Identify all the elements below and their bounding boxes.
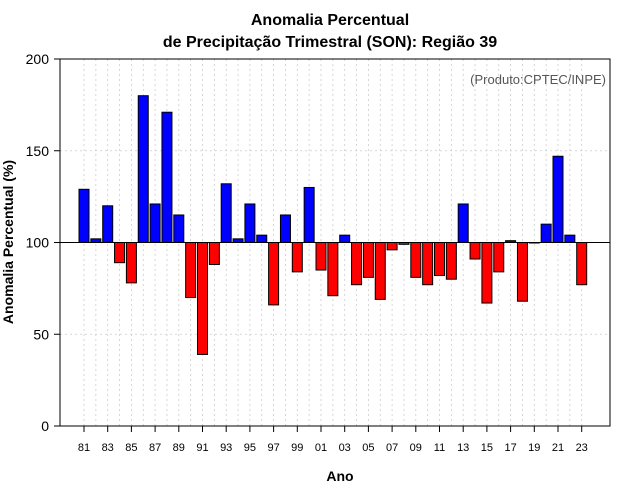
bar-2022 [564, 234, 576, 244]
bar-2018 [516, 242, 528, 302]
chart-title-line1: Anomalia Percentual [251, 12, 409, 29]
bar-1987 [149, 203, 161, 243]
grid [60, 58, 610, 427]
y-axis-label: Anomalia Percentual (%) [0, 160, 16, 324]
bar-1992 [208, 242, 220, 266]
bar-2009 [410, 242, 422, 278]
bar-2014 [469, 242, 481, 260]
x-tick-label: 95 [244, 442, 256, 454]
x-tick-label: 11 [434, 442, 445, 454]
bar-1982 [90, 238, 102, 244]
bar-2011 [434, 242, 445, 277]
bar-1997 [268, 242, 280, 306]
x-tick-label: 03 [339, 442, 351, 454]
y-tick-label: 150 [26, 143, 50, 159]
x-tick-label: 13 [457, 442, 469, 454]
bar-2001 [315, 242, 327, 271]
bar-1989 [173, 214, 185, 244]
x-tick-label: 21 [552, 442, 564, 454]
bar-2015 [481, 242, 493, 304]
bar-2007 [386, 242, 398, 251]
y-tick-label: 0 [41, 418, 49, 434]
x-tick-label: 81 [78, 442, 90, 454]
x-tick-label: 97 [267, 442, 279, 454]
bar-1981 [78, 188, 90, 244]
x-tick-label: 99 [291, 442, 303, 454]
bar-1988 [161, 111, 173, 243]
x-tick-label: 93 [220, 442, 232, 454]
x-tick-label: 09 [410, 442, 422, 454]
bar-1984 [114, 242, 126, 264]
x-tick-label: 85 [125, 442, 137, 454]
bar-2010 [422, 242, 434, 286]
x-axis-label: Ano [326, 468, 353, 484]
bar-1995 [244, 203, 256, 243]
bar-1993 [220, 183, 232, 243]
bars [78, 95, 588, 355]
x-tick-label: 05 [362, 442, 374, 454]
x-tick-label: 23 [576, 442, 588, 454]
bar-2021 [552, 155, 564, 244]
x-tick-label: 15 [481, 442, 493, 454]
bar-2002 [327, 242, 339, 297]
bar-2004 [351, 242, 363, 286]
product-credit: (Produto:CPTEC/INPE) [470, 72, 606, 87]
bar-1983 [102, 205, 114, 244]
bar-2023 [576, 242, 588, 286]
bar-1986 [137, 95, 149, 243]
x-tick-label: 01 [315, 442, 327, 454]
bar-1999 [291, 242, 303, 273]
bar-2013 [457, 203, 469, 243]
bar-2005 [362, 242, 374, 278]
bar-1994 [232, 238, 244, 244]
bar-1985 [125, 242, 137, 284]
x-tick-label: 19 [528, 442, 540, 454]
x-tick-label: 87 [149, 442, 161, 454]
bar-1990 [185, 242, 197, 299]
x-tick-label: 17 [504, 442, 516, 454]
y-tick-label: 100 [26, 235, 50, 251]
y-tick-label: 200 [26, 51, 50, 67]
x-tick-label: 89 [173, 442, 185, 454]
bar-2020 [540, 223, 552, 243]
y-axis: 0 50 100 150 200 [26, 51, 60, 434]
bar-1996 [256, 234, 268, 244]
chart-title-line2: de Precipitação Trimestral (SON): Região… [163, 34, 497, 51]
bar-1991 [197, 242, 208, 355]
bar-2012 [445, 242, 457, 280]
bar-2006 [374, 242, 386, 300]
y-tick-label: 50 [33, 326, 49, 342]
bar-1998 [279, 214, 291, 244]
x-axis: 81 83 85 87 89 91 93 95 97 99 01 03 05 07 09 11 13 15 17 19… [78, 426, 588, 454]
bar-2000 [303, 186, 315, 243]
x-tick-label: 91 [196, 442, 208, 454]
x-tick-label: 07 [386, 442, 398, 454]
bar-2003 [339, 234, 351, 244]
x-tick-label: 83 [102, 442, 114, 454]
bar-2016 [493, 242, 505, 273]
